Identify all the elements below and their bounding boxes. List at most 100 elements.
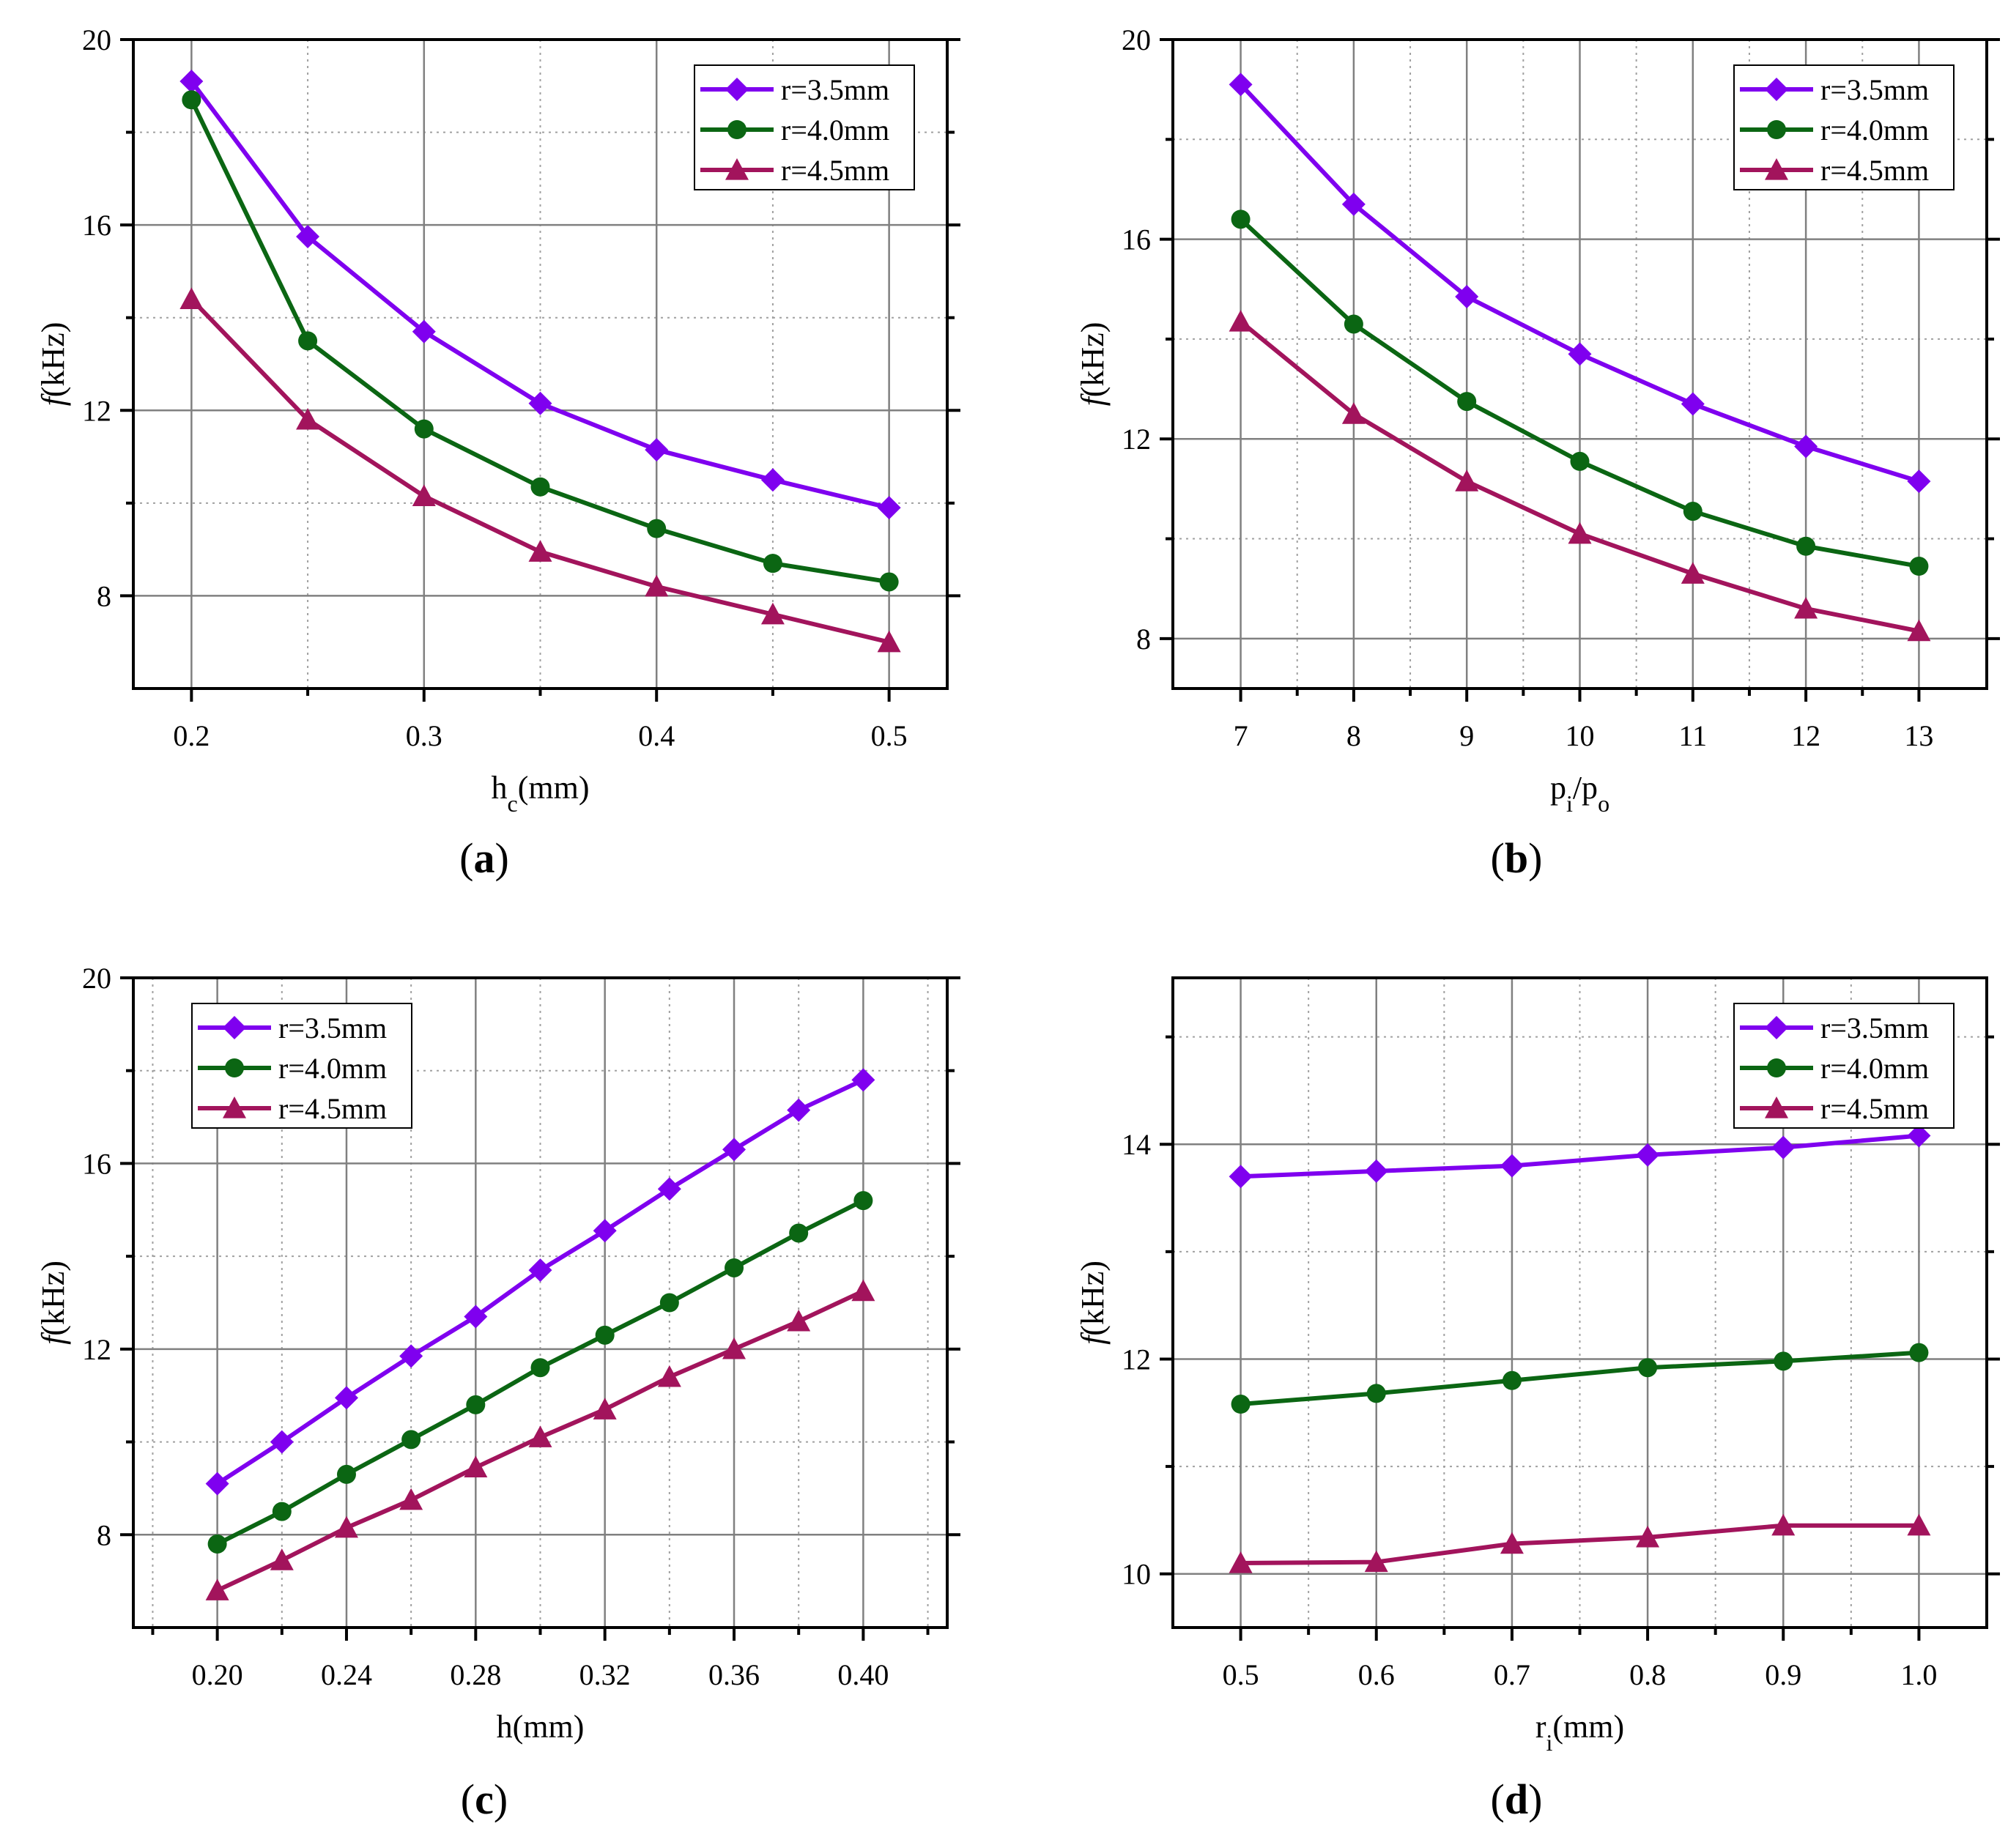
data-point bbox=[528, 391, 552, 415]
y-tick-label: 16 bbox=[82, 1147, 111, 1180]
data-point bbox=[1457, 392, 1477, 412]
data-point bbox=[530, 1358, 550, 1378]
legend-label: r=3.5mm bbox=[781, 73, 889, 106]
data-point bbox=[1229, 1551, 1253, 1573]
data-point bbox=[851, 1279, 875, 1302]
chart-a: 0.2 0.3 0.4 0.58121620hc(mm)f(kHz)r=3.5mmr=… bbox=[35, 23, 960, 817]
legend-marker-triangle bbox=[725, 158, 749, 180]
x-tick-label: 0.8 bbox=[1629, 1658, 1666, 1691]
data-point bbox=[1771, 1513, 1796, 1536]
caption-a-letter: a bbox=[473, 834, 495, 882]
data-point bbox=[647, 519, 667, 538]
legend-marker-circle bbox=[1767, 120, 1786, 139]
data-point bbox=[787, 1309, 811, 1332]
data-point bbox=[1683, 502, 1703, 522]
data-point bbox=[530, 477, 550, 497]
y-axis-label: f(kHz) bbox=[1075, 1261, 1111, 1345]
data-point bbox=[1500, 1154, 1524, 1178]
data-point bbox=[1568, 522, 1592, 544]
data-point bbox=[205, 1578, 229, 1600]
data-point bbox=[760, 602, 785, 625]
series-line bbox=[1240, 1350, 1919, 1407]
legend-label: r=4.5mm bbox=[278, 1092, 387, 1125]
data-point bbox=[659, 1293, 679, 1313]
legend-marker-circle bbox=[225, 1058, 244, 1077]
legend-marker-triangle bbox=[1765, 1096, 1788, 1118]
y-axis-label: f(kHz) bbox=[35, 322, 71, 407]
data-point bbox=[334, 1515, 358, 1538]
series-r=3.5mm bbox=[179, 69, 901, 520]
series-r=3.5mm bbox=[1229, 1124, 1931, 1189]
data-point bbox=[763, 554, 782, 574]
chart-c: 0.20 0.24 0.28 0.32 0.36 0.40 8 12 16 20 h(mm) f(kH… bbox=[35, 962, 960, 1745]
data-point bbox=[1455, 470, 1479, 491]
y-tick-label: 20 bbox=[1122, 23, 1151, 56]
x-tick-label: 1.0 bbox=[1900, 1658, 1937, 1691]
legend-label: r=4.5mm bbox=[781, 154, 889, 187]
legend-label: r=4.5mm bbox=[1820, 1092, 1929, 1125]
y-tick-label: 10 bbox=[1122, 1558, 1151, 1591]
series-r=3.5mm bbox=[205, 1068, 875, 1496]
legend-label: r=4.0mm bbox=[1820, 114, 1929, 146]
y-tick-label: 14 bbox=[1122, 1128, 1151, 1161]
legend-label: r=3.5mm bbox=[1820, 1012, 1929, 1044]
data-point bbox=[787, 1098, 811, 1122]
x-tick-label: 10 bbox=[1566, 719, 1595, 752]
x-tick-label: 0.9 bbox=[1765, 1658, 1801, 1691]
data-point bbox=[296, 224, 320, 248]
caption-b: (b) bbox=[1490, 834, 1543, 882]
data-point bbox=[657, 1365, 681, 1387]
data-point bbox=[1341, 192, 1366, 216]
legend: r=3.5mm r=4.0mm r=4.5mm bbox=[191, 1003, 412, 1129]
data-point bbox=[1568, 342, 1592, 366]
data-point bbox=[1364, 1159, 1388, 1183]
data-point bbox=[401, 1430, 421, 1450]
data-point bbox=[270, 1430, 294, 1454]
x-axis-label: ri(mm) bbox=[1535, 1709, 1624, 1756]
data-point bbox=[1364, 1550, 1388, 1573]
legend-label: r=4.0mm bbox=[1820, 1052, 1929, 1085]
series-r=4.0mm bbox=[182, 90, 899, 592]
data-point bbox=[1229, 73, 1253, 97]
data-point bbox=[657, 1177, 681, 1201]
data-point bbox=[725, 1258, 744, 1277]
x-axis-label: h(mm) bbox=[497, 1709, 585, 1745]
legend-marker-diamond bbox=[223, 1016, 246, 1039]
data-point bbox=[464, 1305, 488, 1329]
y-tick-label: 8 bbox=[97, 1518, 111, 1551]
x-tick-label: 13 bbox=[1904, 719, 1933, 752]
data-point bbox=[1341, 402, 1366, 424]
data-point bbox=[1231, 1395, 1251, 1414]
legend-marker-circle bbox=[727, 120, 746, 139]
x-tick-label: 0.2 bbox=[173, 719, 210, 752]
data-point bbox=[298, 331, 318, 351]
data-point bbox=[1681, 392, 1705, 416]
data-point bbox=[1796, 536, 1816, 556]
caption-d-letter: d bbox=[1504, 1775, 1529, 1823]
x-axis-label: pi/po bbox=[1550, 770, 1609, 817]
y-axis-label: f(kHz) bbox=[35, 1261, 71, 1345]
data-point bbox=[851, 1068, 875, 1092]
data-point bbox=[464, 1455, 488, 1478]
data-point bbox=[1909, 1343, 1929, 1362]
series-r=4.5mm bbox=[1229, 1513, 1931, 1573]
y-tick-label: 12 bbox=[82, 1333, 111, 1366]
data-point bbox=[1570, 451, 1590, 471]
data-point bbox=[1794, 434, 1818, 459]
x-tick-label: 8 bbox=[1346, 719, 1361, 752]
legend-marker-triangle bbox=[1765, 158, 1788, 180]
data-point bbox=[595, 1325, 615, 1345]
x-tick-label: 0.28 bbox=[450, 1658, 501, 1691]
series-r=4.5mm bbox=[179, 287, 901, 653]
data-point bbox=[1366, 1384, 1386, 1403]
data-point bbox=[528, 1425, 552, 1447]
x-tick-label: 11 bbox=[1679, 719, 1708, 752]
data-point bbox=[1794, 596, 1818, 619]
data-point bbox=[182, 90, 201, 110]
x-tick-label: 0.40 bbox=[837, 1658, 889, 1691]
data-point bbox=[270, 1548, 294, 1570]
chart-b: 7 8 9 10 11 12 13 8 12 16 20 pi/po f(kHz) r=3.5mm r=4.… bbox=[1075, 23, 2000, 817]
y-tick-label: 8 bbox=[97, 579, 111, 612]
data-point bbox=[1774, 1351, 1793, 1371]
